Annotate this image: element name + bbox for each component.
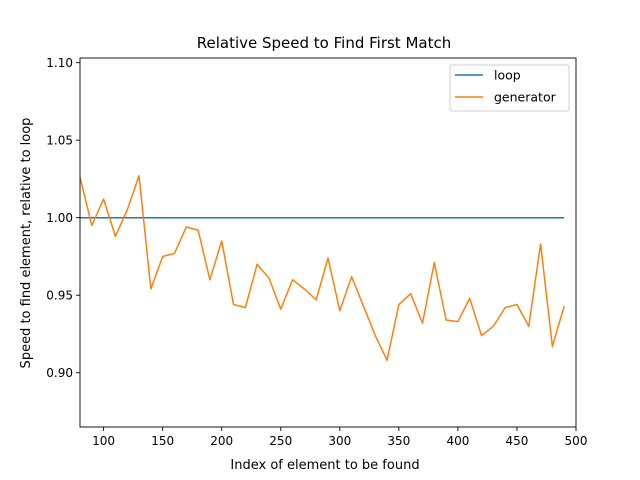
y-tick-label: 0.95	[46, 289, 73, 303]
x-tick-label: 450	[505, 434, 528, 448]
legend: loop generator	[449, 64, 570, 112]
series-layer	[79, 175, 565, 362]
series-line-generator	[79, 175, 565, 362]
y-axis-title: Speed to find element, relative to loop	[19, 118, 34, 369]
y-tick-label: 1.00	[46, 211, 73, 225]
x-tick-label: 400	[446, 434, 469, 448]
chart-title: Relative Speed to Find First Match	[197, 34, 451, 52]
y-tick-label: 1.05	[46, 134, 73, 148]
legend-label-loop: loop	[494, 68, 521, 83]
x-tick-label: 100	[92, 434, 115, 448]
x-tick-label: 500	[565, 434, 588, 448]
legend-label-generator: generator	[494, 90, 557, 105]
y-axis-ticks: 0.90 0.95 1.00 1.05 1.10	[46, 56, 80, 380]
x-tick-label: 200	[210, 434, 233, 448]
legend-box	[449, 64, 570, 112]
axes-frame	[79, 57, 577, 428]
x-tick-label: 250	[269, 434, 292, 448]
y-tick-label: 0.90	[46, 366, 73, 380]
x-tick-label: 300	[328, 434, 351, 448]
x-tick-label: 150	[151, 434, 174, 448]
x-axis-title: Index of element to be found	[230, 458, 419, 473]
y-tick-label: 1.10	[46, 56, 73, 70]
x-tick-label: 350	[387, 434, 410, 448]
x-axis-ticks: 100 150 200 250 300 350 400 450 500	[92, 427, 587, 448]
